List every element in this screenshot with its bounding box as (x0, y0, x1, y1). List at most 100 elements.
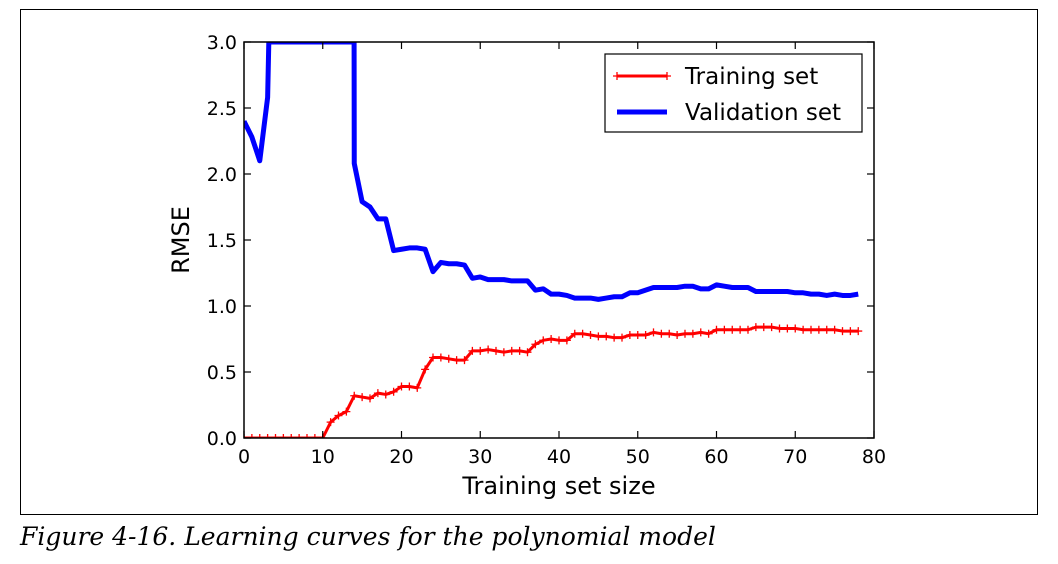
y-tick-label: 2.5 (207, 98, 237, 120)
series-0-point (452, 356, 461, 365)
series-0-point (334, 411, 343, 420)
series-0-point (720, 325, 729, 334)
series-0-point (531, 340, 540, 349)
series-0-point (807, 325, 815, 334)
series-0-point (775, 324, 784, 333)
series-0-point (838, 327, 847, 336)
y-tick-label: 2.0 (207, 164, 237, 186)
x-tick-label: 50 (626, 446, 650, 468)
series-0-point (704, 329, 713, 338)
series-line-1 (244, 42, 859, 302)
series-0-point (373, 389, 382, 398)
series-0-point (515, 346, 524, 355)
series-0-point (854, 327, 863, 336)
series-0-point (602, 332, 611, 341)
series-0-point (712, 325, 721, 334)
series-0-point (413, 383, 422, 392)
series-0-point (586, 331, 595, 340)
series-0-point (263, 434, 272, 438)
series-0-point (397, 382, 406, 391)
series-0-point (468, 346, 477, 355)
legend-label-1: Validation set (685, 100, 841, 126)
series-0-point (492, 346, 500, 355)
series-0-point (657, 329, 666, 338)
series-0-point (751, 323, 760, 332)
x-axis-label: Training set size (461, 472, 655, 500)
x-tick-label: 30 (468, 446, 492, 468)
series-0-point (507, 346, 516, 355)
series-0-point (681, 329, 689, 338)
series-0-point (295, 434, 304, 438)
series-0-point (744, 325, 752, 334)
y-tick-label: 1.0 (207, 296, 237, 318)
series-0-point (562, 336, 571, 345)
series-0-point (696, 328, 705, 337)
series-0-point (625, 331, 634, 340)
legend-marker-0 (663, 72, 671, 80)
series-0-point (358, 393, 367, 402)
series-0-point (673, 331, 682, 340)
series-0-point (791, 324, 800, 333)
series-0-point (310, 434, 319, 438)
series-0-point (436, 353, 445, 362)
series-0-point (578, 329, 587, 338)
x-tick-label: 70 (783, 446, 807, 468)
series-0-point (799, 325, 808, 334)
legend-frame (604, 53, 863, 133)
y-tick-label: 3.0 (207, 32, 237, 54)
series-0-point (665, 329, 674, 338)
series-0-point (255, 434, 264, 438)
series-0-point (610, 333, 619, 342)
series-0-point (366, 394, 374, 403)
series-0-point (822, 325, 831, 334)
series-0-point (688, 329, 697, 338)
x-tick-label: 80 (862, 446, 886, 468)
series-0-point (641, 331, 650, 340)
series-0-point (499, 348, 508, 357)
series-0-point (555, 336, 563, 345)
figure-caption: Figure 4-16. Learning curves for the pol… (20, 522, 716, 551)
series-0-point (342, 407, 351, 416)
y-tick-label: 0.0 (207, 428, 237, 450)
series-0-point (649, 328, 658, 337)
y-axis-label: RMSE (167, 206, 195, 274)
series-0-point (460, 356, 469, 365)
series-0-point (326, 418, 335, 427)
series-0-point (279, 434, 288, 438)
x-tick-label: 60 (704, 446, 728, 468)
series-0-point (484, 345, 493, 354)
series-0-point (350, 391, 359, 400)
series-0-point (547, 335, 556, 343)
series-0-point (247, 434, 256, 438)
x-tick-label: 20 (389, 446, 413, 468)
series-0-point (759, 323, 768, 332)
learning-curves-chart: 0 10 20 30 40 50 60 70 80 0.0 0.5 1.0 1.5 2.0 2.5 3.0 Tr… (167, 32, 886, 500)
series-0-point (633, 331, 642, 340)
series-0-point (405, 382, 414, 391)
legend-marker-0 (613, 72, 621, 80)
series-0-point (476, 346, 485, 355)
series-0-point (303, 434, 311, 438)
series-0-point (429, 353, 437, 362)
series-0-point (421, 365, 430, 374)
series-1-group (244, 42, 859, 302)
series-0-point (814, 325, 823, 334)
series-0-point (271, 434, 280, 438)
series-line-0 (244, 325, 859, 438)
series-0-point (767, 323, 776, 332)
series-0-point (783, 324, 792, 333)
y-tick-label: 0.5 (207, 362, 237, 384)
figure-frame: 0 10 20 30 40 50 60 70 80 0.0 0.5 1.0 1.5 2.0 2.5 3.0 Tr… (20, 9, 1038, 515)
series-0-point (539, 336, 548, 345)
series-0-point (523, 348, 532, 357)
y-tick-label: 1.5 (207, 230, 237, 252)
series-0-point (444, 354, 453, 363)
series-0-point (736, 325, 745, 334)
series-0-point (618, 333, 626, 342)
legend-label-0: Training set (684, 64, 818, 90)
x-tick-label: 40 (547, 446, 571, 468)
x-tick-label: 10 (311, 446, 335, 468)
series-0-point (594, 332, 603, 341)
series-0-point (846, 327, 855, 336)
series-0-point (287, 434, 296, 438)
